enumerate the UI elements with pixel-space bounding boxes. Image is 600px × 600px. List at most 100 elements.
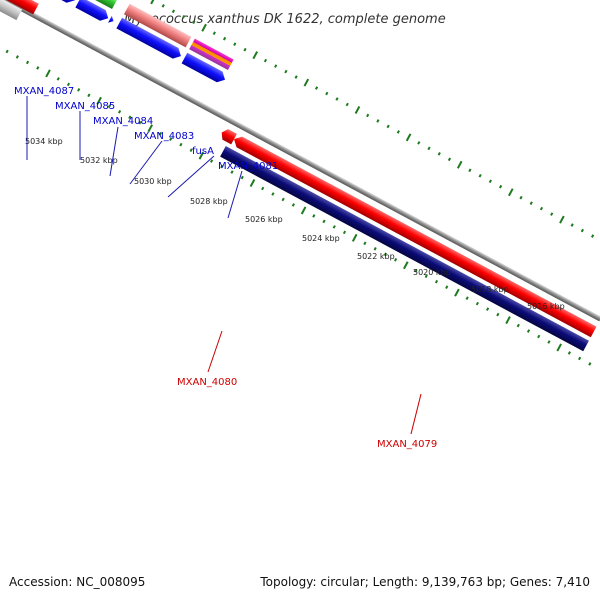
outer-minor-tick bbox=[182, 14, 186, 19]
gene-label-mxan-4084[interactable]: MXAN_4084 bbox=[93, 116, 153, 127]
outer-minor-tick bbox=[570, 223, 574, 227]
inner-minor-tick bbox=[230, 170, 234, 174]
outer-minor-tick bbox=[427, 146, 431, 151]
tick-label-5018: 5018 kbp bbox=[471, 285, 509, 294]
tick-label-5016: 5016 kbp bbox=[527, 302, 565, 311]
outer-minor-tick bbox=[396, 130, 400, 134]
outer-minor-tick bbox=[539, 206, 544, 211]
outer-minor-tick bbox=[222, 36, 227, 41]
inner-major-tick bbox=[556, 343, 562, 352]
tick-label-5028: 5028 kbp bbox=[190, 197, 228, 206]
inner-minor-tick bbox=[496, 312, 500, 317]
inner-minor-tick bbox=[424, 274, 428, 279]
inner-major-tick bbox=[351, 233, 358, 242]
inner-major-tick bbox=[249, 179, 256, 188]
scale-labels: 5034 kbp 5032 kbp 5030 kbp 5028 kbp 5026… bbox=[25, 137, 565, 311]
gene-label-mxan-4079[interactable]: MXAN_4079 bbox=[377, 439, 437, 450]
tick-label-5030: 5030 kbp bbox=[134, 177, 172, 186]
inner-minor-tick bbox=[240, 175, 244, 180]
outer-minor-tick bbox=[314, 86, 319, 90]
gene-fusA-cog[interactable] bbox=[189, 38, 234, 71]
inner-minor-tick bbox=[209, 159, 214, 163]
gene-mxan-4088[interactable] bbox=[1, 0, 39, 15]
leader-mxan-4083 bbox=[129, 140, 163, 185]
inner-minor-tick bbox=[179, 142, 183, 147]
inner-minor-tick bbox=[56, 77, 60, 81]
outer-major-tick bbox=[303, 78, 310, 87]
genome-track bbox=[0, 0, 600, 366]
leader-mxan-4080 bbox=[207, 330, 223, 373]
outer-minor-tick bbox=[335, 97, 339, 101]
inner-minor-tick bbox=[138, 120, 142, 125]
outer-minor-tick bbox=[447, 157, 452, 162]
gene-mxan-4083[interactable] bbox=[116, 17, 183, 62]
outer-major-tick bbox=[508, 188, 514, 197]
gene-mxan-4080[interactable] bbox=[219, 127, 237, 145]
inner-minor-tick bbox=[363, 241, 367, 246]
inner-minor-tick bbox=[158, 131, 163, 136]
gene-label-mxan-4087[interactable]: MXAN_4087 bbox=[14, 86, 74, 97]
gene-mxan-4085[interactable] bbox=[54, 0, 77, 6]
gene-label-fusA[interactable]: fusA bbox=[192, 146, 214, 157]
outer-minor-tick bbox=[417, 141, 421, 145]
inner-minor-tick bbox=[169, 137, 173, 141]
inner-minor-tick bbox=[537, 334, 541, 339]
outer-minor-tick bbox=[366, 113, 370, 118]
outer-major-tick bbox=[559, 215, 565, 224]
inner-minor-tick bbox=[15, 55, 19, 59]
gene-mxan-4079[interactable] bbox=[231, 134, 597, 338]
outer-major-tick bbox=[405, 133, 412, 142]
gene-fusA[interactable] bbox=[181, 52, 228, 85]
inner-minor-tick bbox=[383, 252, 387, 257]
inner-tick-ring bbox=[5, 49, 592, 366]
forward-gene-labels: MXAN_4087 MXAN_4085 MXAN_4084 MXAN_4083 … bbox=[14, 86, 278, 219]
outer-minor-tick bbox=[437, 152, 441, 156]
gene-mxan-4084b[interactable] bbox=[108, 15, 115, 25]
outer-minor-tick bbox=[284, 69, 288, 74]
leader-mxan-4081 bbox=[227, 170, 243, 219]
outer-minor-tick bbox=[325, 91, 329, 96]
gene-mxan-4084-cog[interactable] bbox=[82, 0, 118, 10]
inner-minor-tick bbox=[220, 164, 224, 169]
outer-minor-tick bbox=[274, 64, 278, 68]
outer-minor-tick bbox=[529, 201, 533, 205]
tick-label-5034: 5034 kbp bbox=[25, 137, 63, 146]
gene-mxan-4079-cog[interactable] bbox=[220, 146, 589, 352]
gene-mxan-4083-cog[interactable] bbox=[123, 3, 192, 48]
gene-label-mxan-4080[interactable]: MXAN_4080 bbox=[177, 377, 237, 388]
outer-minor-tick bbox=[243, 47, 247, 52]
tick-label-5024: 5024 kbp bbox=[302, 234, 340, 243]
outer-minor-tick bbox=[550, 212, 554, 216]
outer-minor-tick bbox=[171, 9, 176, 14]
gene-mxan-4088-cog[interactable] bbox=[0, 0, 23, 21]
gene-label-mxan-4083[interactable]: MXAN_4083 bbox=[134, 131, 194, 142]
outer-minor-tick bbox=[212, 31, 216, 36]
inner-minor-tick bbox=[486, 307, 490, 311]
inner-minor-tick bbox=[25, 60, 30, 65]
outer-minor-tick bbox=[233, 42, 237, 46]
tick-label-5022: 5022 kbp bbox=[357, 252, 395, 261]
leader-mxan-4084 bbox=[109, 126, 119, 177]
gene-label-mxan-4081[interactable]: MXAN_4081 bbox=[218, 161, 278, 172]
reverse-gene-labels: MXAN_4080 MXAN_4079 bbox=[177, 330, 437, 450]
leader-mxan-4079 bbox=[410, 393, 422, 435]
inner-minor-tick bbox=[342, 230, 347, 235]
outer-minor-tick bbox=[591, 234, 595, 238]
inner-minor-tick bbox=[373, 247, 377, 251]
inner-minor-tick bbox=[36, 66, 40, 70]
tick-label-5026: 5026 kbp bbox=[245, 215, 283, 224]
inner-minor-tick bbox=[465, 296, 469, 300]
inner-minor-tick bbox=[128, 115, 132, 120]
outer-minor-tick bbox=[345, 102, 349, 107]
outer-minor-tick bbox=[192, 20, 196, 25]
inner-minor-tick bbox=[322, 219, 326, 224]
outer-minor-tick bbox=[498, 184, 503, 189]
inner-major-tick bbox=[300, 206, 307, 215]
gene-mxan-4084[interactable] bbox=[75, 0, 111, 24]
gene-label-mxan-4085[interactable]: MXAN_4085 bbox=[55, 101, 115, 112]
inner-major-tick bbox=[403, 261, 409, 270]
outer-major-tick bbox=[456, 160, 463, 169]
outer-minor-tick bbox=[488, 179, 492, 184]
map-title: Myxococcus xanthus DK 1622, complete gen… bbox=[124, 12, 445, 27]
